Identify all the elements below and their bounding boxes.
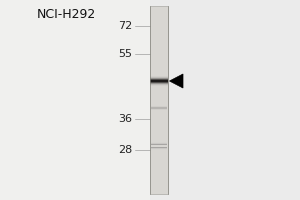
Bar xyxy=(151,143,167,144)
Bar xyxy=(150,84,168,85)
Bar xyxy=(150,85,168,86)
Bar xyxy=(151,144,167,145)
Bar xyxy=(151,148,167,149)
Bar xyxy=(150,83,168,84)
Bar xyxy=(150,76,168,77)
Text: NCI-H292: NCI-H292 xyxy=(36,8,96,21)
Bar xyxy=(151,149,167,150)
Bar xyxy=(150,79,168,80)
Bar xyxy=(150,78,168,79)
Bar xyxy=(150,81,168,82)
Bar xyxy=(150,82,168,83)
Bar xyxy=(150,6,168,194)
Bar xyxy=(0,0,150,200)
Text: 55: 55 xyxy=(118,49,132,59)
Bar xyxy=(150,80,168,81)
Polygon shape xyxy=(169,74,183,88)
Text: 36: 36 xyxy=(118,114,132,124)
Bar xyxy=(151,142,167,143)
Bar xyxy=(151,147,167,148)
Text: 72: 72 xyxy=(118,21,132,31)
Bar xyxy=(150,77,168,78)
Text: 28: 28 xyxy=(118,145,132,155)
Bar xyxy=(168,0,300,200)
